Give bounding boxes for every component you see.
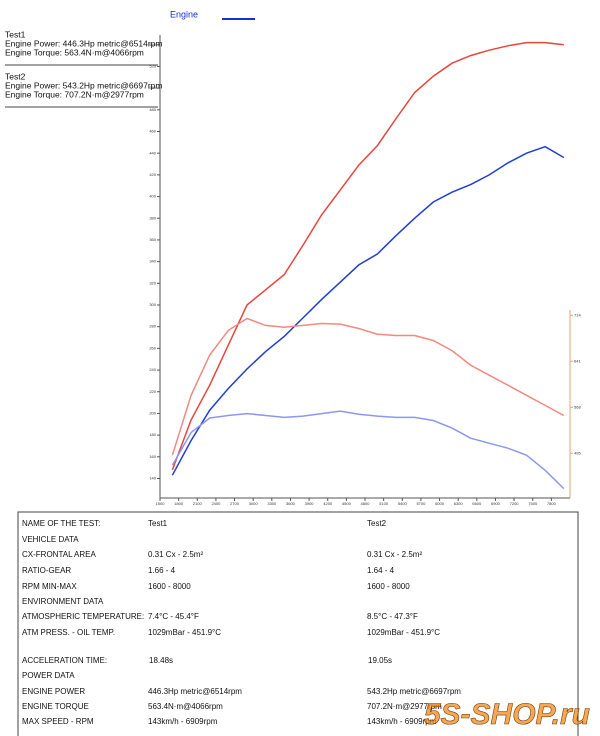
table-cell: MAX SPEED - RPM (22, 717, 94, 726)
y2-tick-label: 714 (574, 312, 581, 317)
table-cell: 1.66 - 4 (148, 566, 176, 575)
y2-tick-label: 495 (574, 450, 581, 455)
table-cell: 446.3Hp metric@6514rpm (148, 687, 242, 696)
x-tick-label: 4500 (342, 501, 352, 506)
table-cell: 8.5°C - 47.3°F (367, 612, 418, 621)
x-tick-label: 1800 (174, 501, 184, 506)
table-cell: ENGINE POWER (22, 687, 85, 696)
x-tick-label: 2400 (211, 501, 221, 506)
y-tick-label: 460 (149, 129, 156, 134)
y-tick-label: 280 (149, 324, 156, 329)
table-cell: Test1 (148, 519, 168, 528)
x-tick-label: 6300 (454, 501, 464, 506)
table-cell: 143km/h - 6909rpm (148, 717, 218, 726)
y-tick-label: 340 (149, 259, 156, 264)
x-tick-label: 6900 (491, 501, 501, 506)
y-tick-label: 540 (149, 42, 156, 47)
table-cell: 563.4N·m@4066rpm (148, 702, 223, 711)
table-cell: VEHICLE DATA (22, 535, 79, 544)
y-tick-label: 240 (149, 367, 156, 372)
table-frame (17, 511, 579, 736)
table-cell: 0.31 Cx - 2.5m² (148, 550, 203, 559)
table-cell: Test2 (367, 519, 387, 528)
table-cell: ATM PRESS. - OIL TEMP. (22, 628, 115, 637)
y-tick-label: 180 (149, 432, 156, 437)
y-tick-label: 160 (149, 454, 156, 459)
y-tick-label: 200 (149, 410, 156, 415)
table-cell: 19.05s (368, 656, 392, 665)
x-tick-label: 7500 (528, 501, 538, 506)
x-tick-label: 6600 (472, 501, 482, 506)
y-tick-label: 140 (149, 476, 156, 481)
summary-line: Engine Torque: 563.4N·m@4066rpm (5, 47, 144, 57)
table-cell: ENGINE TORQUE (22, 702, 89, 711)
x-tick-label: 7200 (510, 501, 520, 506)
x-tick-label: 2700 (230, 501, 240, 506)
y-tick-label: 420 (149, 172, 156, 177)
y-tick-label: 480 (149, 107, 156, 112)
summary-line: Engine Power: 543.2Hp metric@6697rpm (5, 80, 162, 90)
table-cell: ENVIRONMENT DATA (22, 597, 104, 606)
table-cell: 1029mBar - 451.9°C (148, 628, 221, 637)
summary-title: Test2 (5, 71, 26, 81)
table-cell: ATMOSPHERIC TEMPERATURE: (22, 612, 144, 621)
summary-line: Engine Power: 446.3Hp metric@6514rpm (5, 38, 162, 48)
x-tick-label: 5700 (416, 501, 426, 506)
x-tick-label: 7800 (547, 501, 557, 506)
y-tick-label: 320 (149, 280, 156, 285)
summary-title: Test1 (5, 29, 26, 39)
series-line (171, 145, 565, 476)
table-cell: 7.4°C - 45.4°F (148, 612, 199, 621)
table-cell: NAME OF THE TEST: (22, 519, 100, 528)
series-line (171, 410, 565, 490)
y-tick-label: 520 (149, 64, 156, 69)
x-tick-label: 4200 (323, 501, 333, 506)
y-tick-label: 260 (149, 345, 156, 350)
table-cell: CX-FRONTAL AREA (22, 550, 96, 559)
watermark: 5S-SHOP.ru (424, 698, 590, 731)
table-cell: 1600 - 8000 (367, 582, 410, 591)
legend-label: Engine (170, 9, 198, 19)
x-tick-label: 3300 (267, 501, 277, 506)
x-tick-label: 1500 (156, 501, 166, 506)
x-tick-label: 2100 (193, 501, 203, 506)
y2-tick-label: 641 (574, 358, 581, 363)
x-tick-label: 3900 (305, 501, 315, 506)
y-tick-label: 440 (149, 150, 156, 155)
table-cell: 543.2Hp metric@6697rpm (367, 687, 461, 696)
table-cell: 707.2N·m@2977rpm (367, 702, 442, 711)
y-tick-label: 500 (149, 85, 156, 90)
y-tick-label: 220 (149, 389, 156, 394)
table-cell: 1029mBar - 451.9°C (367, 628, 440, 637)
table-cell: 1600 - 8000 (148, 582, 191, 591)
y-tick-label: 360 (149, 237, 156, 242)
x-tick-label: 3000 (249, 501, 259, 506)
table-cell: 1.64 - 4 (367, 566, 395, 575)
x-tick-label: 6000 (435, 501, 445, 506)
table-cell: RATIO-GEAR (22, 566, 71, 575)
y-tick-label: 300 (149, 302, 156, 307)
x-tick-label: 4800 (361, 501, 371, 506)
y2-tick-label: 568 (574, 404, 581, 409)
table-cell: 143km/h - 6909rpm (367, 717, 437, 726)
table-cell: 18.48s (149, 656, 173, 665)
series-line (171, 41, 564, 471)
x-tick-label: 5100 (379, 501, 389, 506)
table-cell: RPM MIN-MAX (22, 582, 77, 591)
y-tick-label: 400 (149, 194, 156, 199)
series-line (171, 317, 565, 456)
y-tick-label: 380 (149, 215, 156, 220)
summary-line: Engine Torque: 707.2N·m@2977rpm (5, 89, 144, 99)
table-cell: 0.31 Cx - 2.5m² (367, 550, 422, 559)
table-cell: ACCELERATION TIME: (22, 656, 107, 665)
x-tick-label: 5400 (398, 501, 408, 506)
x-tick-label: 3600 (286, 501, 296, 506)
table-cell: POWER DATA (22, 671, 75, 680)
